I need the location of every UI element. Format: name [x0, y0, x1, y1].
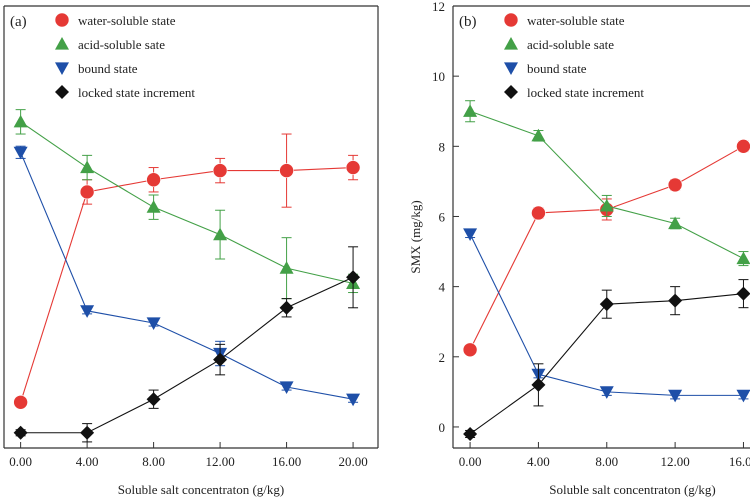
series-water-soluble-state: [13, 133, 361, 410]
data-point: [13, 425, 28, 440]
series-acid-soluble-sate: [463, 100, 750, 267]
legend-entry: acid-soluble sate: [527, 37, 614, 52]
data-point: [80, 160, 95, 174]
data-point: [668, 389, 683, 403]
data-point: [13, 114, 28, 128]
x-tick-label: 12.00: [660, 454, 689, 469]
data-point: [146, 392, 161, 407]
data-point: [668, 293, 683, 308]
data-point: [13, 146, 28, 160]
series-line: [20, 152, 354, 400]
series-locked-state-increment: [13, 246, 361, 443]
y-tick-label: 12: [432, 0, 445, 14]
legend-entry: bound state: [527, 61, 587, 76]
data-point: [79, 184, 95, 200]
data-point: [463, 104, 478, 117]
legend-entry: bound state: [78, 61, 138, 76]
data-point: [667, 177, 683, 193]
legend-marker: [54, 12, 70, 28]
legend-entry: water-soluble state: [78, 13, 176, 28]
data-point: [279, 381, 294, 395]
legend-entry: acid-soluble sate: [78, 37, 165, 52]
data-point: [346, 270, 361, 285]
data-point: [463, 228, 478, 242]
legend-marker: [55, 62, 69, 75]
x-tick-label: 20.00: [338, 454, 367, 469]
data-point: [346, 393, 361, 407]
data-point: [146, 200, 161, 213]
data-point: [736, 389, 750, 403]
series-line: [20, 121, 354, 284]
y-tick-label: 8: [439, 139, 446, 154]
x-axis-title: Soluble salt concentraton (g/kg): [118, 482, 284, 497]
chart-panel-1: 0.00 4.00 8.00 12.00 16.00 20.00 Soluble salt …: [3, 5, 379, 497]
y-tick-label: 6: [439, 209, 446, 224]
x-tick-label: 8.00: [595, 454, 618, 469]
legend-marker: [504, 37, 518, 50]
x-tick-label: 8.00: [142, 454, 165, 469]
data-point: [462, 342, 478, 358]
series-bound-state: [13, 145, 361, 407]
data-point: [80, 305, 95, 318]
legend-marker: [504, 62, 518, 75]
x-tick-label: 12.00: [205, 454, 234, 469]
data-point: [146, 172, 161, 188]
series-line: [469, 110, 744, 260]
series-line: [20, 167, 354, 403]
data-point: [736, 251, 750, 265]
series-locked-state-increment: [463, 279, 750, 441]
data-point: [463, 426, 478, 441]
data-point: [80, 425, 95, 440]
x-tick-label: 16.00: [272, 454, 301, 469]
y-tick-label: 2: [439, 350, 446, 365]
data-point: [279, 300, 294, 315]
data-point: [212, 163, 228, 178]
legend-marker: [55, 85, 69, 99]
panel-label: (a): [10, 14, 27, 30]
data-point: [531, 128, 546, 142]
data-point: [279, 163, 294, 178]
y-tick-label: 10: [432, 69, 445, 84]
data-point: [668, 216, 683, 230]
x-tick-label: 0.00: [9, 454, 32, 469]
legend-marker: [503, 12, 519, 28]
panel-label: (b): [459, 14, 477, 30]
x-tick-label: 4.00: [76, 454, 99, 469]
x-axis-title: Soluble salt concentraton (g/kg): [549, 482, 715, 497]
series-water-soluble-state: [462, 139, 750, 358]
data-point: [599, 297, 614, 312]
chart-panel-2: 0.00 4.00 8.00 12.00 16.00 0 2 4 6 8 10 12 Soluble s…: [408, 0, 750, 497]
legend-entry: locked state increment: [78, 85, 195, 100]
legend-entry: water-soluble state: [527, 13, 625, 28]
legend-marker: [504, 85, 518, 99]
data-point: [279, 261, 294, 274]
legend-entry: locked state increment: [527, 85, 644, 100]
series-acid-soluble-sate: [13, 109, 361, 300]
legend-marker: [55, 37, 69, 50]
x-tick-label: 0.00: [459, 454, 482, 469]
series-line: [20, 276, 354, 434]
data-point: [146, 317, 161, 331]
x-tick-label: 4.00: [527, 454, 550, 469]
x-tick-label: 16.00: [729, 454, 750, 469]
data-point: [13, 394, 28, 410]
data-point: [736, 139, 750, 154]
y-tick-label: 4: [439, 280, 446, 295]
data-point: [531, 205, 546, 221]
y-axis-title: SMX (mg/kg): [408, 200, 423, 273]
data-point: [213, 227, 228, 241]
data-point: [599, 198, 614, 212]
y-tick-label: 0: [439, 420, 446, 435]
data-point: [736, 286, 750, 301]
data-point: [599, 386, 614, 399]
data-point: [345, 160, 361, 175]
data-point: [213, 352, 228, 367]
data-point: [531, 377, 546, 392]
